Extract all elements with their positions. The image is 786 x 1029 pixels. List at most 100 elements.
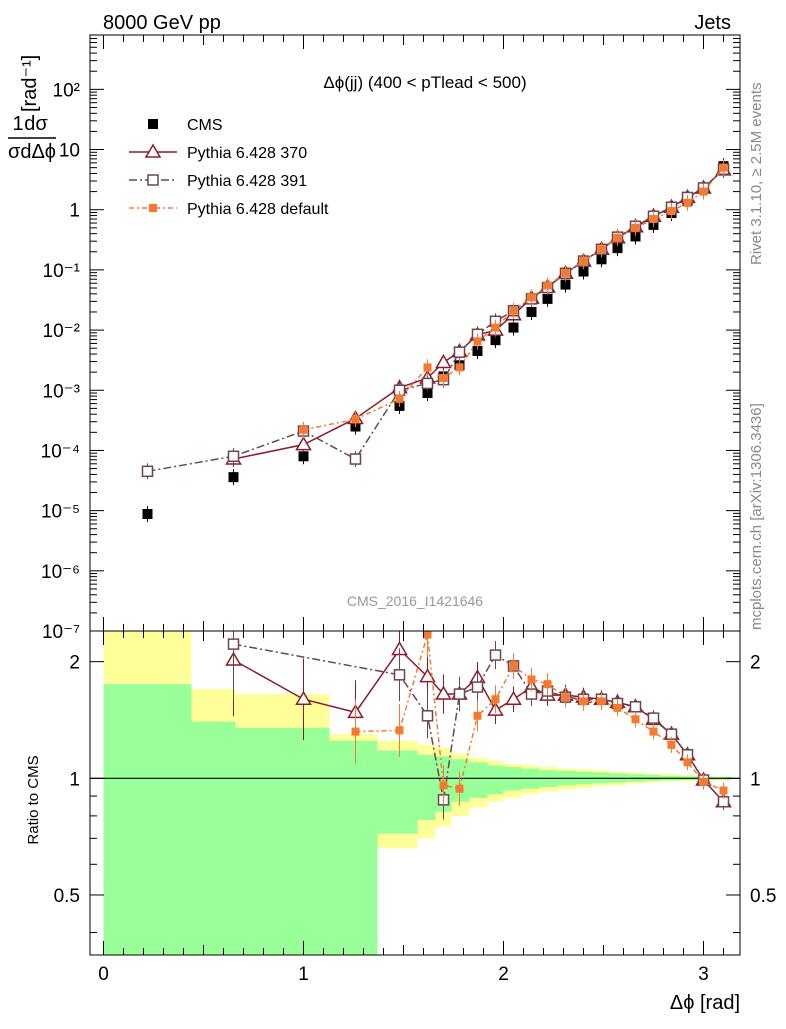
ratio-series-2-point bbox=[667, 740, 676, 749]
ratio-series-2-point bbox=[699, 777, 708, 786]
ratio-series-1-point bbox=[393, 669, 406, 681]
main-data-layer bbox=[141, 158, 732, 522]
y-tick-label: 10² bbox=[53, 80, 80, 101]
main-y-axis-label: 1 dσ σdΔϕ [rad⁻¹] bbox=[8, 55, 56, 163]
series-3-point bbox=[455, 363, 464, 372]
series-3-point bbox=[631, 223, 640, 232]
energy-label: 8000 GeV pp bbox=[103, 12, 221, 34]
ratio-data-layer bbox=[90, 630, 740, 955]
ratio-plot-frame bbox=[89, 630, 741, 956]
ratio-y-ticks: 0.5 0.5 1 1 2 2 bbox=[54, 653, 776, 934]
ratio-series-2-point bbox=[543, 680, 552, 689]
y-label-unit: [rad⁻¹] bbox=[19, 55, 41, 112]
ratio-tick-label-right: 2 bbox=[750, 653, 761, 674]
ratio-series-2-point bbox=[351, 727, 360, 736]
series-0-point bbox=[298, 451, 309, 462]
series-0-point bbox=[526, 306, 537, 317]
series-0-point bbox=[630, 231, 641, 242]
series-3-point bbox=[491, 323, 500, 332]
legend-marker bbox=[147, 174, 159, 186]
legend-marker bbox=[148, 119, 158, 129]
x-tick-label: 2 bbox=[498, 964, 509, 985]
x-axis-label: Δϕ [rad] bbox=[670, 992, 740, 1014]
legend-label: Pythia 6.428 370 bbox=[187, 145, 307, 162]
series-1-point bbox=[435, 353, 452, 369]
ratio-tick-label-right: 1 bbox=[750, 769, 761, 790]
series-2-point bbox=[141, 465, 154, 478]
series-0-point bbox=[142, 508, 153, 519]
series-3-point bbox=[473, 337, 482, 346]
ratio-series-2-point bbox=[579, 697, 588, 706]
ratio-series-2-point bbox=[683, 758, 692, 767]
series-0-point bbox=[596, 254, 607, 265]
ratio-tick-label: 1 bbox=[69, 769, 80, 790]
series-0-point bbox=[508, 322, 519, 333]
y-label-dsigma: dσ bbox=[24, 113, 48, 135]
series-2-point bbox=[349, 453, 362, 465]
series-3-point bbox=[395, 394, 404, 403]
ratio-series-1-point bbox=[629, 701, 642, 713]
uncertainty-band-green bbox=[451, 759, 470, 802]
main-plot-title: Δϕ(jj) (400 < pTlead < 500) bbox=[323, 73, 526, 92]
ratio-series-2-point bbox=[395, 726, 404, 735]
series-0-point bbox=[472, 345, 483, 356]
series-3-point bbox=[351, 415, 360, 424]
series-3-point bbox=[509, 306, 518, 315]
y-tick-label: 10⁻⁵ bbox=[41, 502, 80, 523]
ratio-series-0-point bbox=[295, 690, 312, 705]
series-3-point bbox=[579, 257, 588, 266]
legend-label: CMS bbox=[187, 117, 223, 134]
legend-marker bbox=[144, 143, 162, 158]
x-ticks: 0 1 2 3 bbox=[98, 35, 724, 985]
series-3-point bbox=[719, 163, 728, 172]
series-1-point bbox=[295, 436, 312, 451]
ratio-series-2-point bbox=[455, 784, 464, 793]
ratio-series-2-point bbox=[527, 675, 536, 684]
legend-label: Pythia 6.428 391 bbox=[187, 173, 307, 190]
uncertainty-band-green bbox=[417, 754, 436, 821]
ratio-series-2-point bbox=[509, 661, 518, 670]
series-0-point bbox=[612, 243, 623, 254]
ratio-series-1-point bbox=[471, 681, 484, 693]
ratio-series-2-point bbox=[719, 786, 728, 795]
watermark: CMS_2016_I1421646 bbox=[347, 593, 483, 609]
ratio-series-2-point bbox=[631, 715, 640, 724]
ratio-series-2-point bbox=[439, 781, 448, 790]
series-2-point bbox=[227, 450, 240, 463]
ratio-series-1-point bbox=[489, 649, 502, 661]
series-3-point bbox=[527, 293, 536, 302]
mcplots-label: mcplots.cern.ch [arXiv:1306.3436] bbox=[748, 403, 765, 630]
ratio-series-0-point bbox=[435, 685, 452, 700]
series-3-point bbox=[613, 233, 622, 242]
series-2-point bbox=[453, 346, 466, 358]
uncertainty-band-green bbox=[103, 684, 192, 955]
series-3-point bbox=[439, 373, 448, 382]
series-2-point bbox=[421, 377, 434, 390]
series-3-point bbox=[667, 207, 676, 216]
x-tick-label: 0 bbox=[98, 964, 109, 985]
main-plot: 10⁻⁷ 10⁻⁶ 10⁻⁵ 10⁻⁴ 10⁻³ 10⁻² 10⁻¹ 1 10 10² Δϕ(jj… bbox=[41, 34, 741, 643]
legend: CMS Pythia 6.428 370 Pythia 6.428 391 Pythi… bbox=[129, 117, 329, 218]
series-3-point bbox=[683, 198, 692, 207]
uncertainty-band-green bbox=[329, 740, 378, 955]
ratio-series-1-point bbox=[647, 712, 660, 724]
series-0-point bbox=[578, 266, 589, 277]
x-tick-label: 3 bbox=[698, 964, 709, 985]
main-y-ticks: 10⁻⁷ 10⁻⁶ 10⁻⁵ 10⁻⁴ 10⁻³ 10⁻² 10⁻¹ 1 10 10² bbox=[41, 34, 740, 643]
y-tick-label: 10⁻⁴ bbox=[41, 441, 80, 462]
ratio-series-1-point bbox=[421, 710, 434, 722]
y-tick-label: 10⁻³ bbox=[43, 381, 81, 402]
ratio-tick-label: 2 bbox=[69, 653, 80, 674]
ratio-series-1-point bbox=[227, 638, 240, 650]
rivet-label: Rivet 3.1.10, ≥ 2.5M events bbox=[748, 83, 765, 266]
series-3-point bbox=[423, 363, 432, 372]
uncertainty-band-green bbox=[377, 750, 418, 834]
ratio-series-2-point bbox=[597, 697, 606, 706]
ratio-series-2-point bbox=[613, 703, 622, 712]
series-0-point bbox=[542, 293, 553, 304]
ratio-series-2-point bbox=[561, 693, 570, 702]
y-tick-label: 10⁻⁶ bbox=[41, 562, 80, 583]
ratio-series-2-point bbox=[491, 695, 500, 704]
ratio-series-2-point bbox=[423, 630, 432, 639]
series-3-point bbox=[561, 268, 570, 277]
